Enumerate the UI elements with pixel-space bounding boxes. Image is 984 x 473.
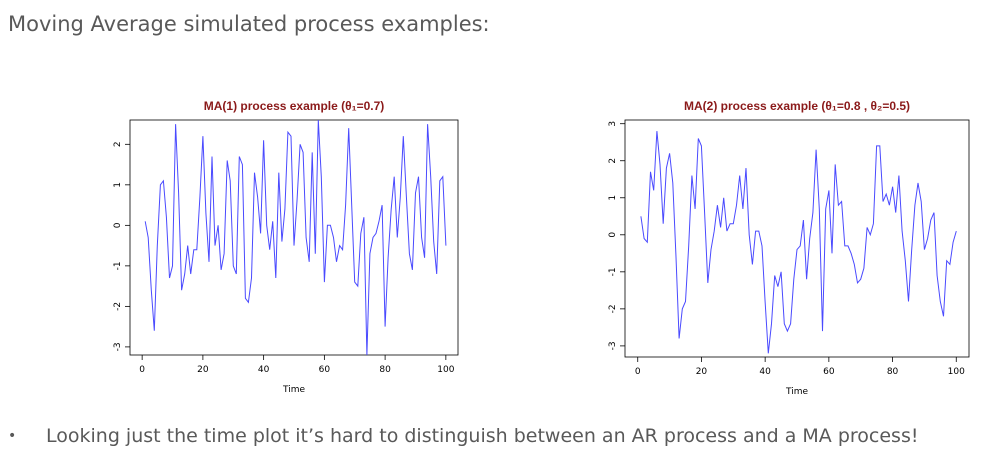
x-tick-label: 100 — [948, 367, 965, 377]
bullet-item: • Looking just the time plot it’s hard t… — [6, 425, 976, 447]
x-tick-label: 40 — [759, 367, 771, 377]
y-tick-label: 1 — [113, 182, 123, 188]
y-tick-label: -1 — [608, 267, 618, 276]
x-tick-label: 60 — [823, 367, 835, 377]
ma2-chart: MA(2) process example (θ₁=0.8 , θ₂=0.5) -… — [590, 96, 980, 406]
slide-heading: Moving Average simulated process example… — [8, 12, 490, 36]
bullet-text: Looking just the time plot it’s hard to … — [46, 425, 919, 447]
y-tick-label: 1 — [608, 195, 618, 201]
chart-title: MA(1) process example (θ₁=0.7) — [204, 99, 385, 113]
x-tick-label: 0 — [139, 365, 145, 375]
y-tick-label: -3 — [113, 342, 123, 351]
y-tick-label: -2 — [608, 304, 618, 313]
x-tick-label: 80 — [379, 365, 391, 375]
x-tick-label: 20 — [696, 367, 708, 377]
y-tick-label: 0 — [608, 232, 618, 238]
plot-frame — [624, 119, 970, 358]
x-tick-label: 0 — [635, 367, 641, 377]
y-tick-label: -3 — [608, 341, 618, 350]
x-tick-label: 80 — [887, 367, 899, 377]
y-tick-label: -2 — [113, 302, 123, 311]
y-tick-label: 2 — [608, 158, 618, 164]
series-line — [640, 131, 957, 354]
x-tick-label: 20 — [197, 365, 209, 375]
chart-title: MA(2) process example (θ₁=0.8 , θ₂=0.5) — [684, 99, 910, 113]
y-tick-label: 3 — [608, 121, 618, 127]
x-tick-label: 100 — [437, 365, 454, 375]
chart-svg: MA(1) process example (θ₁=0.7)-3-2-10120… — [113, 99, 459, 395]
plot-frame — [129, 119, 459, 356]
chart-svg: MA(2) process example (θ₁=0.8 , θ₂=0.5) -… — [608, 99, 970, 397]
x-axis-label: Time — [282, 385, 305, 395]
series-line — [144, 119, 447, 356]
y-tick-label: 2 — [113, 141, 123, 147]
y-tick-label: 0 — [113, 222, 123, 228]
ma1-chart: MA(1) process example (θ₁=0.7) -3 -2 -1 0 1 2 0… — [95, 96, 465, 406]
x-axis-label: Time — [785, 387, 808, 397]
bullet-marker: • — [8, 428, 17, 444]
x-tick-label: 60 — [319, 365, 331, 375]
x-tick-label: 40 — [258, 365, 270, 375]
y-tick-label: -1 — [113, 261, 123, 270]
